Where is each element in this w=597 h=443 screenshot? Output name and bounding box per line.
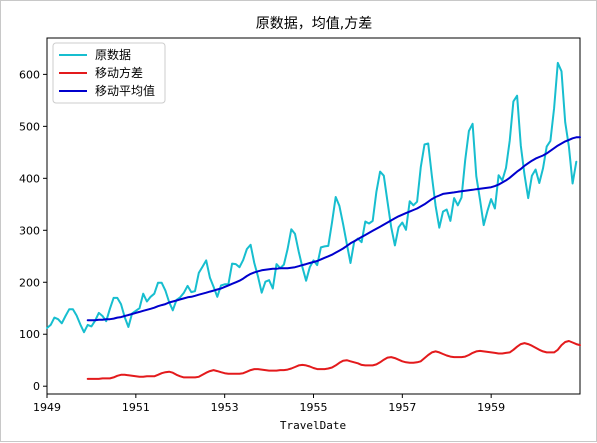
x-tick-label: 1949 [33,401,61,414]
y-tick-label: 100 [19,328,40,341]
legend-box [52,42,166,104]
legend-label-3: 移动平均值 [95,83,155,98]
x-tick-label: 1953 [211,401,239,414]
y-tick-label: 300 [19,224,40,237]
series-layer [46,61,581,380]
series-line-3 [86,136,581,322]
x-tick-label: 1957 [388,401,416,414]
y-tick-label: 200 [19,276,40,289]
x-tick-label: 1951 [122,401,150,414]
chart-title: 原数据，均值,方差 [256,16,372,32]
x-axis-label: TravelDate [280,419,346,432]
legend-label-1: 原数据 [95,47,131,62]
legend-label-2: 移动方差 [95,65,143,80]
tick-layer: 1949 1951 1953 1955 1957 1959 0 100 200 300 400 500… [19,68,505,414]
y-tick-label: 400 [19,172,40,185]
series-line-2 [86,340,581,380]
x-tick-label: 1959 [477,401,505,414]
series-line-1 [46,61,578,334]
y-tick-label: 0 [33,380,40,393]
y-tick-label: 600 [19,68,40,81]
x-tick-label: 1955 [300,401,328,414]
y-tick-label: 500 [19,120,40,133]
